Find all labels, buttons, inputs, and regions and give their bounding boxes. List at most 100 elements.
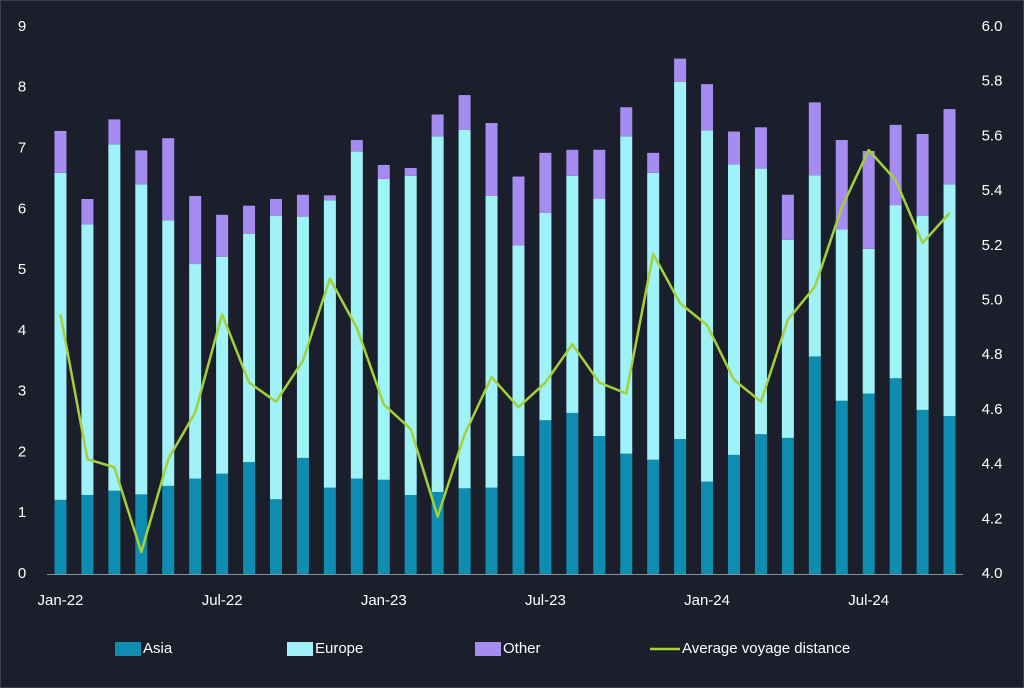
bar-segment [754,168,767,435]
bar-segment [189,478,202,574]
bar-segment [296,194,309,217]
y-tick-label: 1 [18,504,26,521]
bar-segment [189,264,202,479]
bar-segment [620,136,633,454]
bar-segment [835,400,848,574]
y2-tick-label: 4.8 [982,346,1003,363]
y-tick-label: 3 [18,383,26,400]
y2-tick-label: 5.4 [982,182,1003,199]
bar-segment [916,216,929,410]
y-tick-label: 4 [18,322,26,339]
legend-swatch [115,642,141,656]
bar-segment [593,436,606,574]
x-tick-label: Jan-24 [684,592,730,609]
bar-segment [862,248,875,394]
y2-tick-label: 5.6 [982,127,1003,144]
bar-segment [377,164,390,179]
bar-segment [862,150,875,249]
bar-segment [404,168,417,176]
bar-segment [512,176,525,246]
bar-segment [781,194,794,240]
bar-segment [243,462,256,574]
bar-segment [835,229,848,401]
bar-segment [431,491,444,574]
bar-segment [135,150,148,185]
bar-segment [81,199,94,225]
legend-label: Europe [315,640,363,657]
bar-segment [916,133,929,217]
bar-segment [728,131,740,165]
bar-segment [701,84,714,131]
bar-segment [216,256,229,474]
bar-segment [566,412,579,574]
bar-segment [54,172,67,500]
bar-segment [943,184,956,416]
bar-segment [135,494,148,574]
legend-label: Average voyage distance [682,640,850,657]
bar-segment [835,140,848,230]
bar-segment [404,494,417,574]
x-tick-label: Jul-22 [202,592,243,609]
bar-segment [512,245,525,457]
bar-segment [431,114,444,137]
x-tick-label: Jul-24 [848,592,889,609]
y-tick-label: 9 [18,18,26,35]
bar-segment [323,195,336,201]
bar-segment [108,144,121,491]
bar-segment [593,149,606,200]
bar-segment [431,136,444,492]
y2-tick-label: 4.2 [982,510,1003,527]
bar-segment [566,149,579,176]
bar-segment [943,415,956,574]
y2-tick-label: 6.0 [982,18,1003,35]
bar-segment [701,130,714,482]
y-tick-label: 7 [18,140,26,157]
bar-segment [485,123,498,196]
bar-segment [593,199,606,437]
bar-segment [674,81,687,440]
bar-segment [485,487,498,574]
bar-segment [404,175,417,495]
bar-segment [296,216,309,458]
y-tick-label: 2 [18,443,26,460]
bar-segment [270,216,282,500]
bar-segment [674,439,687,574]
y2-tick-label: 4.0 [982,565,1003,582]
bar-segment [512,456,525,574]
y-tick-label: 0 [18,565,26,582]
bar-segment [754,127,767,169]
bar-segment [216,214,229,257]
legend-swatch [475,642,501,656]
bar-segment [781,239,794,438]
bar-segment [54,130,67,173]
bar-segment [350,478,363,574]
bar-segment [243,205,256,234]
bar-segment [539,212,552,421]
bar-segment [620,107,633,137]
y2-tick-label: 5.8 [982,73,1003,90]
legend-label: Asia [143,640,173,657]
bar-segment [647,172,660,460]
bar-segment [889,205,902,379]
y2-tick-label: 4.4 [982,456,1003,473]
bar-segment [916,409,929,574]
bar-segment [862,393,875,574]
y-tick-label: 5 [18,261,26,278]
bar-segment [350,140,363,152]
bar-segment [162,220,175,486]
bar-segment [889,378,902,574]
bar-segment [54,499,67,574]
bar-segment [243,233,256,463]
bar-segment [189,195,202,265]
bar-segment [674,58,687,82]
bar-segment [943,109,956,185]
bar-segment [754,434,767,574]
bar-segment [270,499,282,574]
y-tick-label: 8 [18,79,26,96]
bar-segment [377,178,390,480]
bar-segment [323,200,336,488]
bar-segment [108,119,121,145]
bar-segment [620,453,633,574]
